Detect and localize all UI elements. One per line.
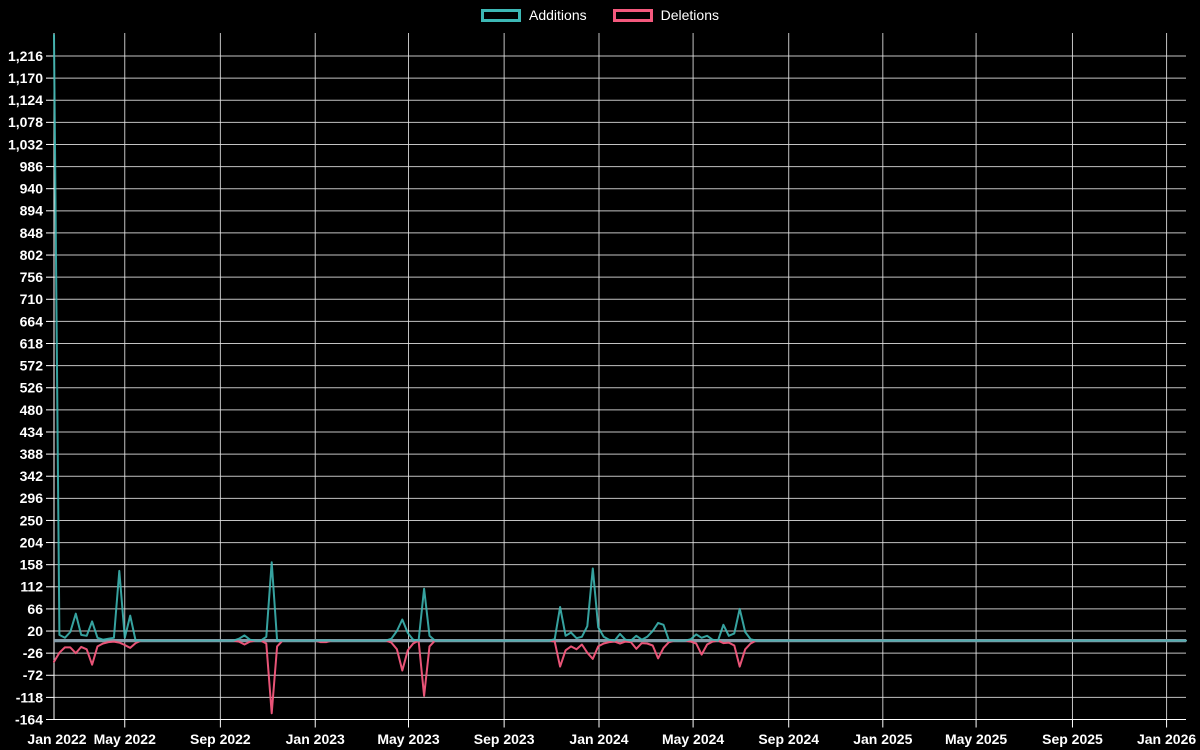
y-tick-label: 1,078 [8, 114, 43, 130]
y-tick-label: 204 [20, 534, 44, 550]
y-tick-label: -72 [23, 667, 43, 683]
x-tick-label: Sep 2022 [190, 731, 251, 747]
legend-item-additions[interactable]: Additions [481, 6, 587, 24]
y-tick-label: 618 [20, 335, 44, 351]
x-tick-label: Jan 2026 [1137, 731, 1196, 747]
y-tick-label: 940 [20, 181, 44, 197]
x-tick-label: May 2023 [377, 731, 439, 747]
y-tick-label: 388 [20, 446, 44, 462]
y-tick-label: 710 [20, 291, 44, 307]
x-tick-label: Jan 2023 [286, 731, 345, 747]
x-tick-label: May 2024 [662, 731, 724, 747]
y-tick-label: 1,124 [8, 92, 43, 108]
y-tick-label: 848 [20, 225, 44, 241]
deletions-line [53, 639, 1187, 715]
y-tick-label: 158 [20, 557, 44, 573]
y-tick-label: 572 [20, 358, 44, 374]
y-tick-label: 664 [20, 313, 44, 329]
legend-label-additions: Additions [529, 7, 587, 23]
additions-line [53, 33, 1187, 642]
y-tick-label: 1,216 [8, 48, 43, 64]
y-tick-label: 986 [20, 158, 44, 174]
y-tick-label: 802 [20, 247, 44, 263]
x-tick-label: Sep 2025 [1042, 731, 1103, 747]
x-tick-label: Jan 2022 [27, 731, 86, 747]
y-tick-label: 112 [20, 579, 43, 595]
y-tick-label: 480 [20, 402, 44, 418]
y-tick-label: 434 [20, 424, 44, 440]
y-tick-label: 756 [20, 269, 44, 285]
y-tick-label: 342 [20, 468, 44, 484]
y-tick-label: 894 [20, 203, 44, 219]
x-tick-label: Sep 2023 [474, 731, 535, 747]
x-tick-label: Jan 2025 [853, 731, 912, 747]
y-tick-label: -164 [15, 711, 43, 727]
y-tick-label: 20 [27, 623, 43, 639]
x-tick-label: Jan 2024 [569, 731, 628, 747]
y-tick-label: 66 [27, 601, 43, 617]
legend-item-deletions[interactable]: Deletions [612, 6, 719, 24]
x-tick-label: May 2025 [945, 731, 1007, 747]
x-tick-label: May 2022 [94, 731, 156, 747]
y-tick-label: 526 [20, 380, 44, 396]
y-tick-label: -26 [23, 645, 43, 661]
y-tick-label: -118 [16, 689, 43, 705]
y-tick-label: 1,170 [8, 70, 43, 86]
x-tick-label: Sep 2024 [758, 731, 819, 747]
deletions-swatch-icon [612, 8, 653, 22]
y-tick-label: 296 [20, 490, 44, 506]
legend-label-deletions: Deletions [660, 7, 719, 23]
chart-legend: Additions Deletions [0, 6, 1200, 24]
additions-swatch-icon [481, 8, 522, 22]
y-tick-label: 1,032 [8, 136, 43, 152]
y-tick-label: 250 [20, 512, 44, 528]
